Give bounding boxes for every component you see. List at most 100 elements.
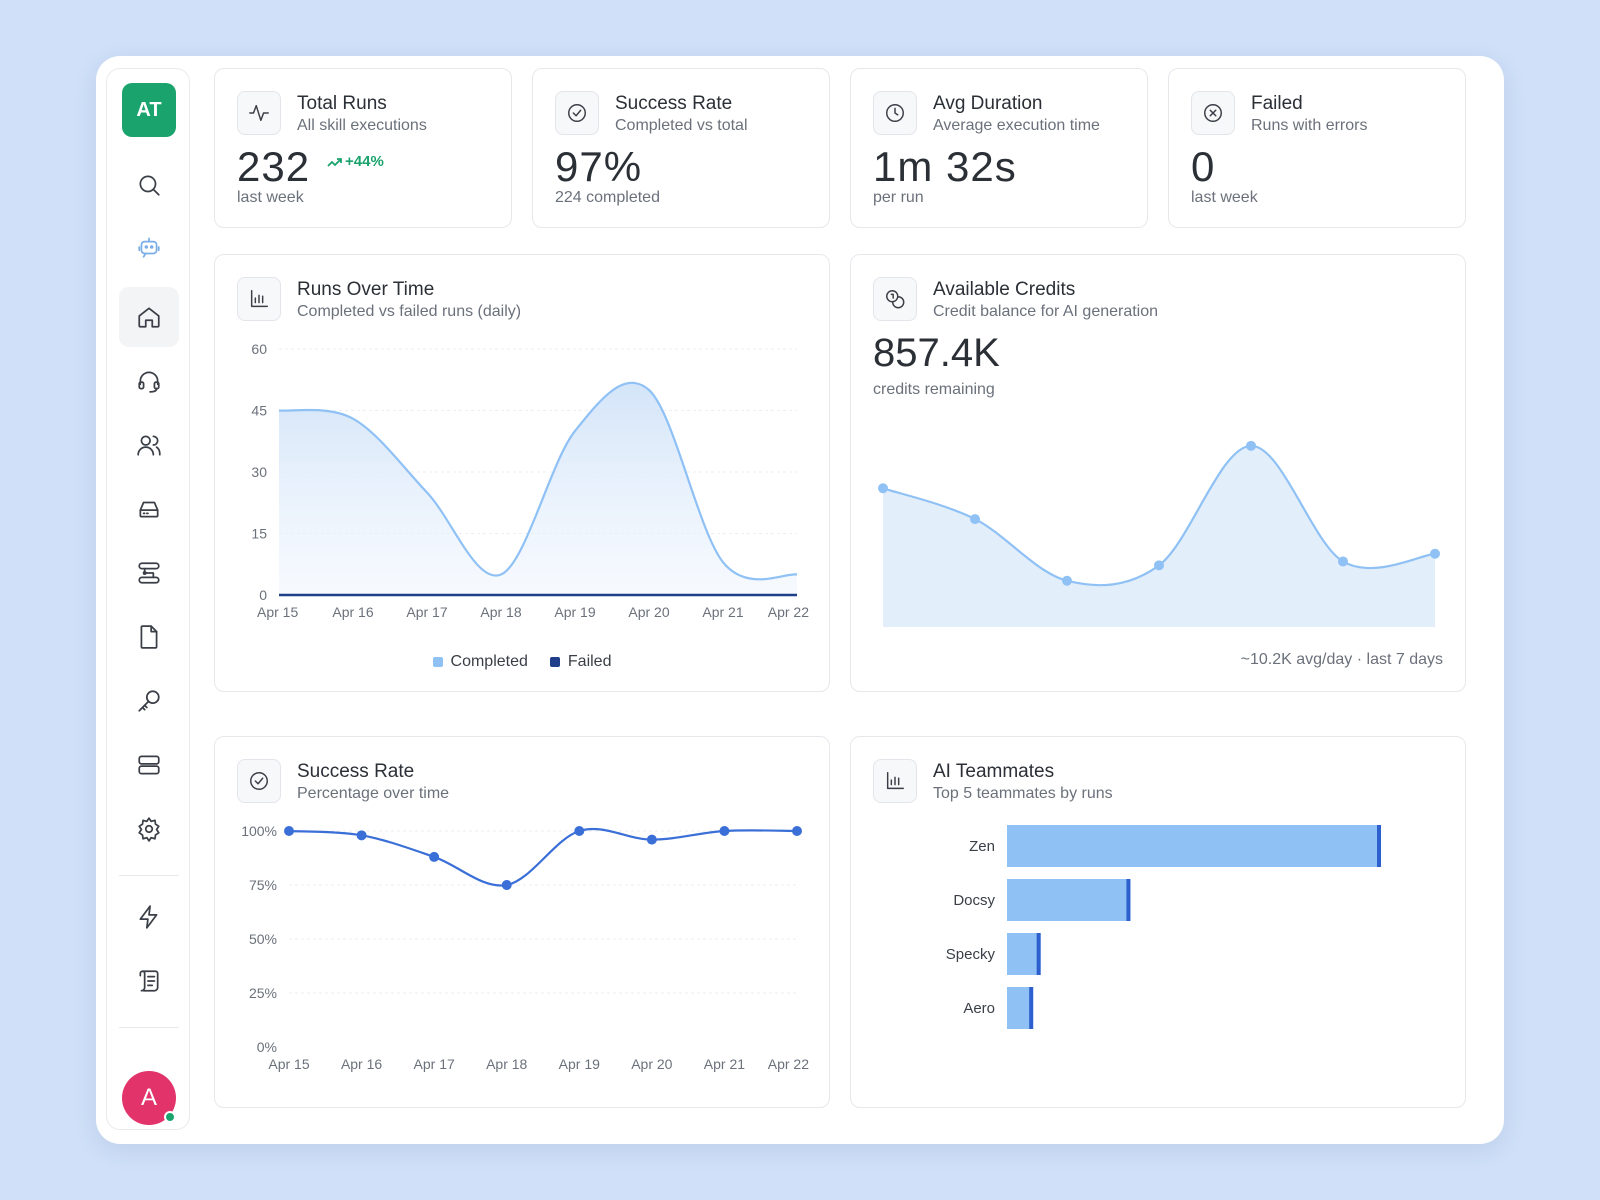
bar	[1007, 879, 1131, 921]
stat-subtitle: All skill executions	[297, 117, 427, 134]
credits-note: ~10.2K avg/day · last 7 days	[1240, 651, 1443, 668]
card-title: AI Teammates	[933, 761, 1055, 782]
x-tick-label: Apr 19	[554, 604, 595, 620]
card-subtitle: Completed vs failed runs (daily)	[297, 303, 522, 320]
credits-foot: credits remaining	[873, 381, 995, 398]
x-tick-label: Apr 17	[406, 604, 447, 620]
success-rate-chart: 100% 75% 50% 25% 0%Apr 15 Apr 16 Apr 17 Apr 18 A…	[241, 823, 809, 1072]
x-tick-label: Apr 19	[559, 1056, 600, 1072]
card-subtitle: Credit balance for AI generation	[933, 303, 1159, 320]
y-tick-label: 45	[251, 403, 267, 419]
users-icon[interactable]	[131, 427, 167, 463]
stat-subtitle: Average execution time	[933, 117, 1100, 134]
stat-foot: last week	[237, 189, 304, 206]
success-line	[288, 827, 798, 887]
stat-foot: 224 completed	[555, 189, 660, 206]
card-title: Available Credits	[933, 279, 1076, 300]
trend-badge: +44%	[327, 153, 384, 170]
stat-card-total-runs[interactable]: Total Runs All skill executions 232 +44%…	[214, 68, 512, 228]
x-tick-label: Apr 18	[486, 1056, 527, 1072]
y-tick-label: 0%	[257, 1039, 277, 1055]
user-avatar[interactable]: A	[122, 1071, 176, 1125]
y-tick-label: 50%	[249, 931, 277, 947]
workflow-icon[interactable]	[131, 555, 167, 591]
stat-card-failed[interactable]: Failed Runs with errors 0 last week	[1168, 68, 1466, 228]
bar	[1007, 987, 1034, 1029]
credits-chart	[878, 440, 1440, 627]
credits-point	[970, 514, 980, 525]
clock-icon	[873, 91, 917, 135]
card-subtitle: Top 5 teammates by runs	[933, 785, 1113, 802]
success-point	[284, 826, 294, 836]
runs-over-time-card: Runs Over Time Completed vs failed runs …	[214, 254, 830, 692]
legend-label: Failed	[567, 653, 612, 670]
dashboard-window: AT	[96, 56, 1504, 1144]
y-tick-label: 30	[251, 464, 267, 480]
bar-label: Zen	[969, 838, 995, 855]
credits-point	[1154, 560, 1164, 571]
home-icon[interactable]	[119, 287, 179, 347]
check-circle-icon	[555, 91, 599, 135]
headset-icon[interactable]	[131, 363, 167, 399]
sidebar: AT	[106, 68, 190, 1130]
bar-cap	[1377, 825, 1381, 867]
gear-icon[interactable]	[131, 811, 167, 847]
activity-icon	[237, 91, 281, 135]
stat-subtitle: Completed vs total	[615, 117, 748, 134]
stat-title: Success Rate	[615, 93, 733, 114]
x-tick-label: Apr 20	[631, 1056, 672, 1072]
bot-icon[interactable]	[131, 229, 167, 265]
credits-point	[1430, 548, 1440, 559]
x-tick-label: Apr 22	[768, 604, 809, 620]
stat-value: 97%	[555, 143, 643, 190]
success-point	[356, 830, 367, 841]
bolt-icon[interactable]	[131, 899, 167, 935]
scroll-icon[interactable]	[131, 963, 167, 999]
stat-card-avg-duration[interactable]: Avg Duration Average execution time 1m 3…	[850, 68, 1148, 228]
completed-area	[279, 382, 797, 595]
file-icon[interactable]	[131, 619, 167, 655]
bar	[1007, 825, 1381, 867]
stat-subtitle: Runs with errors	[1251, 117, 1368, 134]
x-tick-label: Apr 16	[332, 604, 373, 620]
y-tick-label: 15	[251, 526, 267, 542]
bar-label: Docsy	[953, 892, 995, 909]
workspace-logo[interactable]: AT	[122, 83, 176, 137]
credits-point	[1338, 556, 1348, 567]
stat-card-success-rate[interactable]: Success Rate Completed vs total 97% 224 …	[532, 68, 830, 228]
check-circle-icon	[237, 759, 281, 803]
bar-chart-icon	[237, 277, 281, 321]
x-tick-label: Apr 18	[480, 604, 521, 620]
search-icon[interactable]	[131, 167, 167, 203]
bar-cap	[1036, 933, 1041, 975]
server-icon[interactable]	[131, 747, 167, 783]
card-subtitle: Percentage over time	[297, 785, 450, 802]
stat-value: 232	[237, 143, 311, 190]
success-point	[792, 826, 802, 836]
trend-value: +44%	[345, 153, 384, 170]
key-icon[interactable]	[131, 683, 167, 719]
success-point	[719, 826, 730, 836]
stat-title: Failed	[1251, 93, 1303, 114]
success-point	[429, 851, 440, 862]
bar-label: Aero	[963, 1000, 995, 1017]
legend-label: Completed	[450, 653, 528, 670]
y-tick-label: 60	[251, 341, 267, 357]
inbox-icon[interactable]	[131, 491, 167, 527]
credits-point	[878, 483, 888, 494]
y-tick-label: 75%	[249, 877, 277, 893]
bar-label: Specky	[946, 946, 996, 963]
y-tick-label: 0	[259, 587, 267, 603]
x-tick-label: Apr 17	[414, 1056, 455, 1072]
x-tick-label: Apr 21	[702, 604, 743, 620]
y-tick-label: 100%	[241, 823, 277, 839]
bar-chart-icon	[873, 759, 917, 803]
trend-up-icon	[327, 157, 342, 167]
legend-item-failed[interactable]: Failed	[549, 653, 612, 671]
legend-item-completed[interactable]: Completed	[432, 653, 528, 671]
sidebar-divider	[119, 875, 179, 876]
stat-value: 0	[1191, 143, 1216, 190]
y-tick-label: 25%	[249, 985, 277, 1001]
credits-value: 857.4K	[873, 331, 1000, 375]
